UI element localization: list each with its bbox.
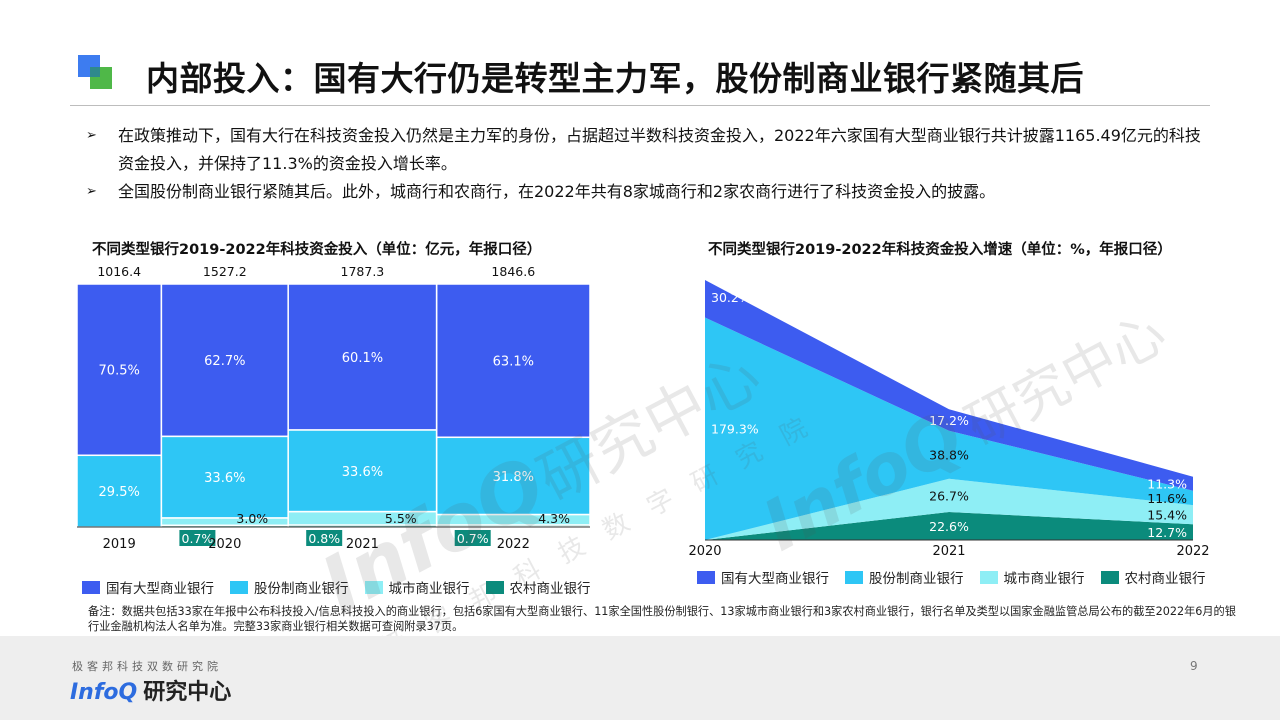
legend-item-city: 城市商业银行 [979,567,1085,587]
bar-segment-2022-0 [435,283,591,439]
bar-data-label: 62.7% [204,354,245,369]
legend-item-state-owned: 国有大型商业银行 [82,577,214,597]
bar-data-label: 63.1% [493,355,534,370]
title-logo-overlap [90,67,100,77]
x-tick-label: 2022 [497,537,530,552]
bar-segment-2021-1 [287,429,438,513]
bullet-2: ➢ 全国股份制商业银行紧随其后。此外，城商行和农商行，在2022年共有8家城商行… [86,178,1206,206]
legend-item-state-owned: 国有大型商业银行 [697,567,829,587]
legend-swatch [1100,570,1119,584]
legend-item-joint-stock: 股份制商业银行 [230,577,349,597]
bar-chart-title: 不同类型银行2019-2022年科技资金投入（单位：亿元，年报口径） [92,242,542,258]
bullet-2-text: 全国股份制商业银行紧随其后。此外，城商行和农商行，在2022年共有8家城商行和2… [118,182,996,201]
bar-data-label: 33.6% [204,471,245,486]
footer-band [0,636,1280,720]
area-series-1 [705,317,1193,540]
bar-total-label: 1527.2 [203,264,247,279]
bar-segment-2020-2 [160,517,289,527]
area-data-label: 30.2% [711,290,751,305]
area-series-0 [705,280,1193,491]
bar-data-label: 4.3% [538,511,570,526]
legend-swatch [82,580,100,594]
footer-tagline: 极客邦科技双数研究院 [72,660,222,673]
footer-logo: InfoQ 研究中心 [70,674,231,706]
legend-label: 国有大型商业银行 [721,571,829,587]
footnote: 备注：数据共包括33家在年报中公布科技投入/信息科技投入的商业银行，包括6家国有… [88,605,1236,633]
bullet-arrow-icon: ➢ [86,128,97,143]
legend-swatch [845,570,863,584]
bar-chart-legend: 国有大型商业银行 股份制商业银行 城市商业银行 农村商业银行 [82,577,607,597]
area-data-label: 179.3% [711,422,759,437]
x-tick-label: 2022 [1176,544,1209,559]
bar-total-label: 1016.4 [97,264,141,279]
legend-label: 城市商业银行 [1003,571,1085,587]
bar-label-box [454,530,491,546]
area-data-label: 22.6% [929,519,969,534]
x-tick-label: 2020 [208,537,241,552]
area-series-2 [705,478,1193,540]
x-tick-label: 2020 [688,544,721,559]
legend-label: 国有大型商业银行 [106,581,214,597]
bar-data-label: 33.6% [342,465,383,480]
bar-data-label: 70.5% [99,364,140,379]
bar-label-box [306,530,343,546]
bullet-1-text: 在政策推动下，国有大行在科技资金投入仍然是主力军的身份，占据超过半数科技资金投入… [118,126,1201,173]
legend-item-city: 城市商业银行 [364,577,470,597]
bar-total-label: 1846.6 [491,264,535,279]
legend-item-joint-stock: 股份制商业银行 [845,567,964,587]
legend-swatch [979,570,998,584]
bar-total-label: 1787.3 [341,264,385,279]
bar-data-label: 29.5% [99,485,140,500]
bullet-arrow-icon: ➢ [86,184,97,199]
page-number: 9 [1190,659,1198,673]
bar-chart: 70.5% 29.5% 1016.4 2019 62.7% 33.6% 3.0% 0.7% 15… [76,264,591,552]
legend-label: 股份制商业银行 [869,571,964,587]
area-data-label: 11.3% [1147,477,1187,492]
bar-segment-2021-0 [287,283,438,431]
area-data-label: 38.8% [929,448,969,463]
bar-data-label: 0.7% [182,531,214,546]
x-tick-label: 2021 [346,537,379,552]
area-chart-legend: 国有大型商业银行 股份制商业银行 城市商业银行 农村商业银行 [697,567,1222,587]
page-title: 内部投入：国有大行仍是转型主力军，股份制商业银行紧随其后 [146,59,1084,98]
legend-swatch [485,580,504,594]
x-tick-label: 2019 [103,537,136,552]
footer-brand-cn: 研究中心 [143,680,232,705]
area-data-label: 26.7% [929,488,969,503]
legend-label: 城市商业银行 [388,581,470,597]
title-divider [70,105,1210,106]
bar-data-label: 0.7% [457,531,489,546]
bullet-1: ➢ 在政策推动下，国有大行在科技资金投入仍然是主力军的身份，占据超过半数科技资金… [86,122,1206,178]
footer-brand-en: InfoQ [70,680,138,705]
bar-data-label: 0.8% [308,531,340,546]
area-data-label: 15.4% [1147,508,1187,523]
bar-segment-2022-1 [435,436,591,516]
area-chart-title: 不同类型银行2019-2022年科技资金投入增速（单位：%，年报口径） [708,242,1172,258]
legend-label: 股份制商业银行 [254,581,349,597]
legend-swatch [230,580,248,594]
area-data-label: 17.2% [929,413,969,428]
bar-segment-2020-0 [160,283,289,438]
legend-swatch [697,570,715,584]
legend-swatch [364,580,383,594]
bar-data-label: 60.1% [342,351,383,366]
bar-data-label: 5.5% [385,511,417,526]
bar-data-label: 3.0% [236,511,268,526]
legend-label: 农村商业银行 [509,581,591,597]
area-data-label: 12.7% [1147,525,1187,540]
x-tick-label: 2021 [932,544,965,559]
legend-item-rural: 农村商业银行 [1100,567,1206,587]
bar-label-box [179,530,216,546]
area-series-3 [705,512,1193,540]
area-data-label: 11.6% [1147,491,1187,506]
bar-data-label: 31.8% [493,470,534,485]
area-chart: 22.6% 12.7% 26.7% 15.4% 179.3% 38.8% 11.6% 30.2… [688,280,1210,559]
legend-item-rural: 农村商业银行 [485,577,591,597]
legend-label: 农村商业银行 [1124,571,1206,587]
bar-segment-2019-1 [76,454,163,528]
